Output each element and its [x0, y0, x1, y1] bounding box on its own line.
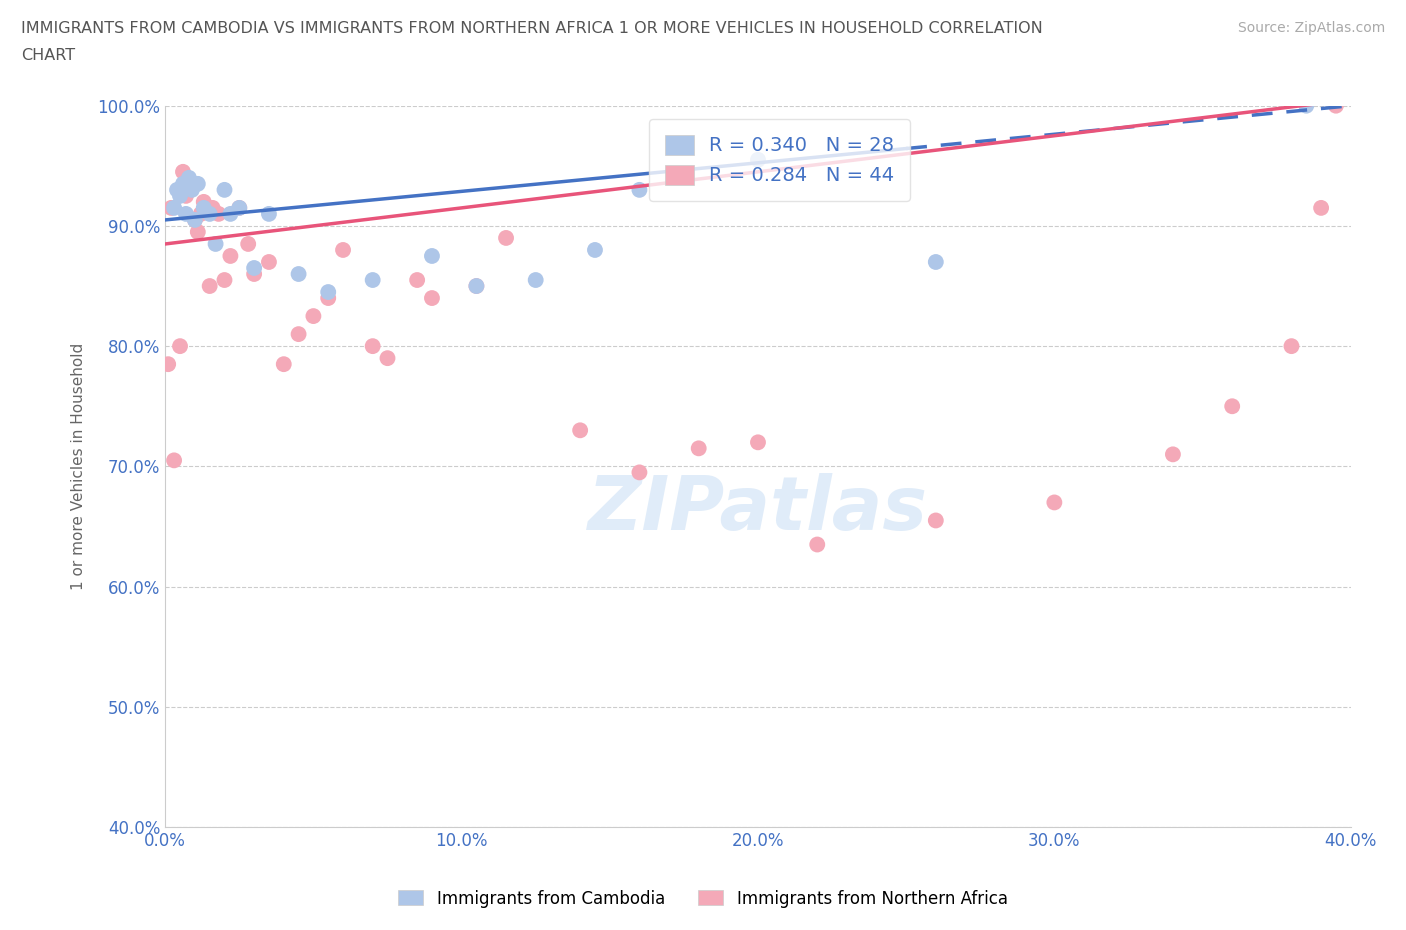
Point — [190, 206, 212, 221]
Point — [228, 201, 250, 216]
Legend: R = 0.340   N = 28, R = 0.284   N = 44: R = 0.340 N = 28, R = 0.284 N = 44 — [650, 119, 910, 201]
Point — [332, 243, 354, 258]
Point — [198, 206, 221, 221]
Point — [219, 206, 242, 221]
Point — [1161, 447, 1184, 462]
Point — [361, 272, 384, 287]
Point — [157, 357, 180, 372]
Point — [193, 194, 215, 209]
Point — [214, 272, 236, 287]
Point — [361, 339, 384, 353]
Point — [172, 165, 194, 179]
Point — [524, 272, 547, 287]
Point — [204, 236, 226, 251]
Point — [465, 279, 488, 294]
Point — [1310, 201, 1333, 216]
Point — [1324, 99, 1347, 113]
Point — [166, 182, 188, 197]
Point — [925, 513, 948, 528]
Point — [688, 441, 710, 456]
Point — [201, 201, 224, 216]
Point — [377, 351, 399, 365]
Point — [925, 255, 948, 270]
Y-axis label: 1 or more Vehicles in Household: 1 or more Vehicles in Household — [72, 343, 86, 590]
Point — [180, 177, 202, 192]
Point — [238, 236, 260, 251]
Point — [287, 326, 309, 341]
Point — [465, 279, 488, 294]
Point — [174, 206, 197, 221]
Point — [187, 224, 209, 239]
Point — [177, 170, 200, 185]
Point — [1220, 399, 1243, 414]
Point — [160, 201, 183, 216]
Point — [406, 272, 429, 287]
Point — [628, 182, 651, 197]
Point — [1295, 99, 1317, 113]
Point — [747, 153, 769, 167]
Point — [214, 182, 236, 197]
Point — [169, 189, 191, 204]
Point — [628, 465, 651, 480]
Point — [287, 267, 309, 282]
Point — [1281, 339, 1303, 353]
Point — [420, 248, 443, 263]
Point — [495, 231, 517, 246]
Point — [163, 453, 186, 468]
Point — [172, 177, 194, 192]
Point — [569, 423, 592, 438]
Point — [228, 201, 250, 216]
Point — [583, 243, 606, 258]
Point — [747, 435, 769, 450]
Legend: Immigrants from Cambodia, Immigrants from Northern Africa: Immigrants from Cambodia, Immigrants fro… — [392, 883, 1014, 914]
Point — [198, 279, 221, 294]
Point — [420, 290, 443, 305]
Point — [257, 206, 280, 221]
Point — [174, 189, 197, 204]
Point — [257, 255, 280, 270]
Point — [180, 182, 202, 197]
Point — [302, 309, 325, 324]
Point — [1043, 495, 1066, 510]
Point — [207, 206, 229, 221]
Point — [169, 339, 191, 353]
Point — [184, 212, 207, 227]
Point — [219, 248, 242, 263]
Text: CHART: CHART — [21, 48, 75, 63]
Text: ZIPatlas: ZIPatlas — [588, 473, 928, 546]
Point — [316, 285, 339, 299]
Point — [177, 182, 200, 197]
Point — [184, 212, 207, 227]
Point — [806, 537, 828, 551]
Point — [193, 201, 215, 216]
Point — [273, 357, 295, 372]
Point — [187, 177, 209, 192]
Text: IMMIGRANTS FROM CAMBODIA VS IMMIGRANTS FROM NORTHERN AFRICA 1 OR MORE VEHICLES I: IMMIGRANTS FROM CAMBODIA VS IMMIGRANTS F… — [21, 21, 1043, 36]
Text: Source: ZipAtlas.com: Source: ZipAtlas.com — [1237, 21, 1385, 35]
Point — [163, 201, 186, 216]
Point — [243, 267, 266, 282]
Point — [316, 290, 339, 305]
Point — [243, 260, 266, 275]
